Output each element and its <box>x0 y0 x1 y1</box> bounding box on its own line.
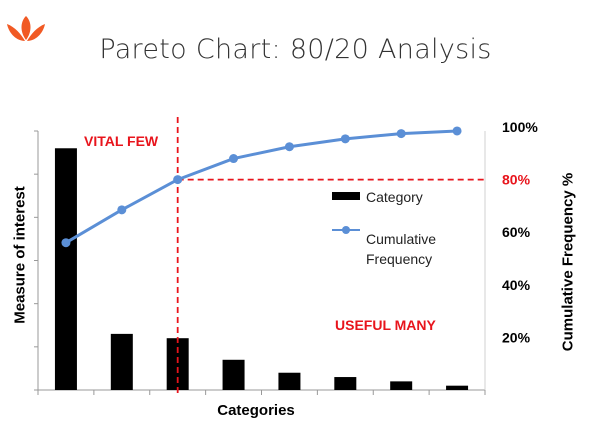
legend-label-cumulative: Cumulative Frequency <box>366 231 437 267</box>
legend-label-category: Category <box>366 189 423 205</box>
cumulative-point-2 <box>117 205 127 215</box>
legend-swatch-category <box>332 192 360 200</box>
y2-tick-label: 40% <box>502 277 531 293</box>
cumulative-frequency-line <box>65 129 458 245</box>
y2-tick-label: 60% <box>502 224 531 240</box>
cumulative-point-3 <box>173 175 183 185</box>
bar-2 <box>110 333 133 390</box>
cumulative-point-4 <box>229 154 239 164</box>
bar-1 <box>54 148 77 390</box>
bar-4 <box>222 359 245 390</box>
cumulative-point-7 <box>396 129 406 139</box>
x-axis-title: Categories <box>217 402 295 419</box>
bar-7 <box>390 381 413 390</box>
bar-3 <box>166 338 189 390</box>
page-title: Pareto Chart: 80/20 Analysis <box>99 34 492 65</box>
y2-axis-title: Cumulative Frequency % <box>559 172 577 352</box>
y2-tick-label: 100% <box>502 119 538 135</box>
bar-5 <box>278 372 301 390</box>
lotus-icon <box>7 16 45 41</box>
bar-8 <box>446 385 469 390</box>
cumulative-point-6 <box>340 134 350 144</box>
cumulative-point-8 <box>452 126 462 136</box>
y-axis-title: Measure of interest <box>11 186 29 324</box>
vital-few-annotation: VITAL FEW <box>84 133 159 149</box>
cumulative-point-1 <box>61 238 71 248</box>
cumulative-point-5 <box>284 142 294 152</box>
legend-marker-cumulative <box>342 226 350 234</box>
useful-many-annotation: USEFUL MANY <box>335 317 436 333</box>
y2-tick-label: 20% <box>502 329 531 345</box>
y2-tick-label: 80% <box>502 172 531 188</box>
bar-6 <box>334 377 357 390</box>
